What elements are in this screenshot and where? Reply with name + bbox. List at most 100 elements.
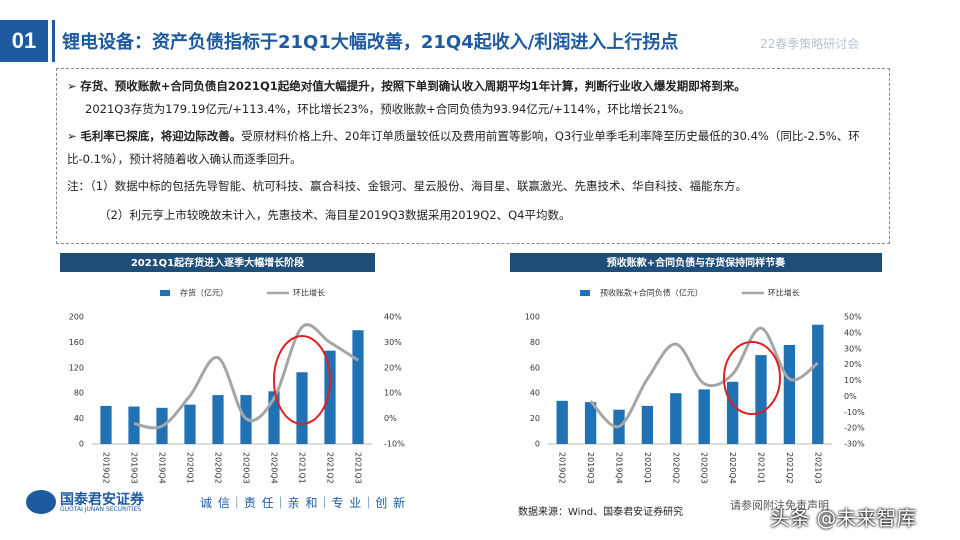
x-tick-label: 2019Q3 — [130, 452, 139, 484]
x-tick-label: 2021Q2 — [785, 452, 794, 484]
bar — [352, 330, 364, 444]
bar — [783, 344, 796, 444]
section-number: 01 — [0, 20, 48, 62]
y2-tick-label: 20% — [384, 363, 402, 372]
y-tick-label: 120 — [69, 363, 84, 372]
chart-title-bg — [60, 253, 375, 272]
x-tick-label: 2019Q2 — [102, 452, 111, 484]
x-tick-label: 2020Q2 — [214, 452, 223, 484]
bar — [100, 405, 112, 444]
legend-label: 存货（亿元） — [180, 288, 228, 298]
logo-mark — [26, 490, 56, 514]
x-tick-label: 2021Q3 — [354, 452, 363, 484]
legend-label: 环比增长 — [768, 288, 800, 298]
y2-tick-label: 0% — [844, 392, 857, 401]
source: 数据来源：Wind、国泰君安证券研究 — [518, 507, 684, 518]
y-tick-label: 100 — [525, 313, 540, 322]
slide-title: 锂电设备：资产负债指标于21Q1大幅改善，21Q4起收入/利润进入上行拐点 — [62, 32, 679, 53]
x-tick-label: 2020Q4 — [728, 452, 737, 484]
bullet-bold: 毛利率已探底，将迎边际改善。 — [80, 129, 242, 143]
x-tick-label: 2020Q3 — [242, 452, 251, 484]
legend-swatch — [160, 290, 170, 296]
x-tick-label: 2019Q3 — [586, 452, 595, 484]
y-tick-label: 80 — [74, 389, 84, 398]
y-tick-label: 60 — [530, 363, 540, 372]
chart-title-bg — [510, 253, 882, 272]
bar — [613, 409, 625, 444]
bullet: ➢ 毛利率已探底，将迎边际改善。受原材料价格上升、20年订单质量较低以及费用前置… — [67, 129, 860, 166]
bar — [128, 406, 140, 444]
bar — [324, 350, 336, 444]
bar — [670, 393, 682, 444]
x-tick-label: 2019Q4 — [615, 452, 624, 484]
bar — [156, 407, 168, 444]
x-tick-label: 2019Q2 — [558, 452, 567, 484]
y2-tick-label: -10% — [384, 440, 405, 449]
x-tick-label: 2019Q4 — [158, 452, 167, 484]
y2-tick-label: -20% — [844, 424, 865, 433]
note: （2）利元亨上市较晚故未计入，先惠技术、海目星2019Q3数据采用2019Q2、… — [99, 208, 571, 222]
bar — [556, 400, 568, 444]
bar — [755, 355, 767, 444]
y-tick-label: 160 — [69, 338, 84, 347]
text-box: ➢ 存货、预收账款+合同负债自2021Q1起绝对值大幅提升，按照下单到确认收入周… — [56, 68, 890, 244]
x-tick-label: 2021Q2 — [326, 452, 335, 484]
y2-tick-label: 10% — [844, 376, 862, 385]
y2-tick-label: -10% — [844, 408, 865, 417]
y2-tick-label: 10% — [384, 389, 402, 398]
bar — [584, 402, 597, 444]
bar — [296, 372, 308, 444]
highlight-ring — [723, 341, 781, 415]
y2-tick-label: 30% — [844, 344, 862, 353]
highlight-ring — [273, 335, 331, 425]
x-tick-label: 2020Q2 — [671, 452, 680, 484]
y2-tick-label: 50% — [844, 313, 862, 322]
x-tick-label: 2020Q3 — [700, 452, 709, 484]
x-tick-label: 2020Q1 — [186, 452, 195, 484]
y2-tick-label: 40% — [844, 328, 862, 337]
x-tick-label: 2021Q1 — [298, 452, 307, 484]
watermark: 22春季策略研讨会 — [760, 37, 860, 51]
y-tick-label: 0 — [535, 440, 540, 449]
bar — [240, 395, 252, 444]
y2-tick-label: 30% — [384, 338, 402, 347]
y-tick-label: 40 — [74, 414, 84, 423]
legend-label: 环比增长 — [293, 288, 325, 298]
note: 注：（1）数据中标的包括先导智能、杭可科技、赢合科技、金银河、星云股份、海目星、… — [67, 179, 748, 193]
y-tick-label: 40 — [530, 389, 540, 398]
bar — [726, 381, 739, 444]
legend-swatch — [580, 290, 590, 296]
bullet: ➢ 存货、预收账款+合同负债自2021Q1起绝对值大幅提升，按照下单到确认收入周… — [67, 79, 746, 93]
y2-tick-label: -30% — [844, 440, 865, 449]
chart-title: 预收账款+合同负债与存货保持同样节奏 — [607, 256, 786, 269]
line — [133, 323, 359, 430]
legend-label: 预收账款+合同负债（亿元） — [600, 288, 703, 298]
watermark: 头条 @未来智库 — [770, 506, 917, 530]
bullet-detail: 2021Q3存货为179.19亿元/+113.4%，环比增长23%，预收账款+合… — [85, 102, 691, 116]
bar — [641, 405, 654, 444]
bar — [812, 324, 824, 444]
disclaimer: 请参阅附注免责声明 — [730, 499, 829, 512]
bar — [698, 389, 710, 444]
y-tick-label: 20 — [530, 414, 540, 423]
bar — [212, 395, 224, 444]
x-tick-label: 2021Q3 — [813, 452, 822, 484]
divider — [52, 20, 55, 62]
slogan: 诚 信｜责 任｜亲 和｜专 业｜创 新 — [200, 496, 407, 510]
x-tick-label: 2020Q1 — [643, 452, 652, 484]
x-tick-label: 2020Q4 — [270, 452, 279, 484]
bar — [268, 391, 280, 444]
bullet-bold: 存货、预收账款+合同负债自2021Q1起绝对值大幅提升，按照下单到确认收入周期平… — [80, 79, 746, 93]
logo-en: GUOTAI JUNAN SECURITIES — [60, 506, 142, 513]
y2-tick-label: 20% — [844, 360, 862, 369]
line — [589, 326, 819, 429]
y2-tick-label: 0% — [384, 414, 397, 423]
y2-tick-label: 40% — [384, 313, 402, 322]
bar — [184, 404, 196, 444]
y-tick-label: 80 — [530, 338, 540, 347]
logo-text: 国泰君安证券 — [60, 492, 144, 508]
x-tick-label: 2021Q1 — [757, 452, 766, 484]
bullet-text: 受原材料价格上升、20年订单质量较低以及费用前置等影响，Q3行业单季毛利率降至历… — [67, 129, 860, 166]
y-tick-label: 200 — [69, 313, 84, 322]
